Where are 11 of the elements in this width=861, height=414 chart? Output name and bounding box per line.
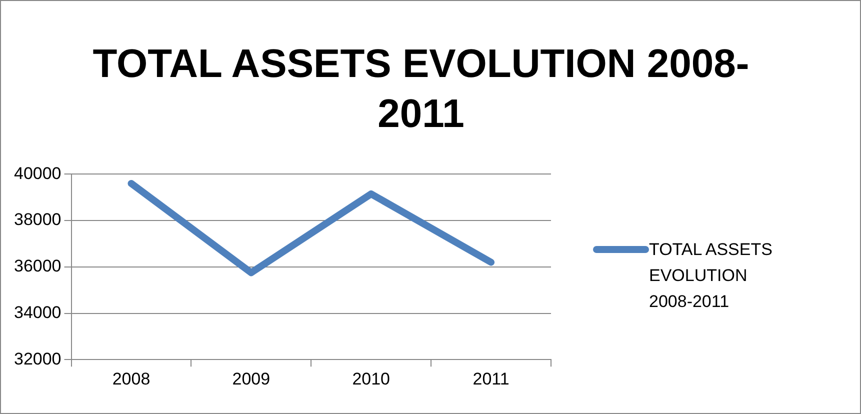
y-tick-label: 38000 <box>14 210 62 230</box>
x-tick-label: 2010 <box>352 369 390 388</box>
chart-title: TOTAL ASSETS EVOLUTION 2008-2011 <box>92 41 750 138</box>
y-tick-label: 34000 <box>14 302 62 322</box>
legend-label: TOTAL ASSETS EVOLUTION 2008-2011 <box>649 239 774 313</box>
y-tick-label: 32000 <box>14 349 62 368</box>
x-tick-label: 2008 <box>112 369 150 388</box>
x-tick-label: 2009 <box>232 369 270 388</box>
y-tick-label: 40000 <box>14 164 62 183</box>
y-tick-label: 36000 <box>14 256 62 276</box>
x-tick-label: 2011 <box>472 369 510 388</box>
